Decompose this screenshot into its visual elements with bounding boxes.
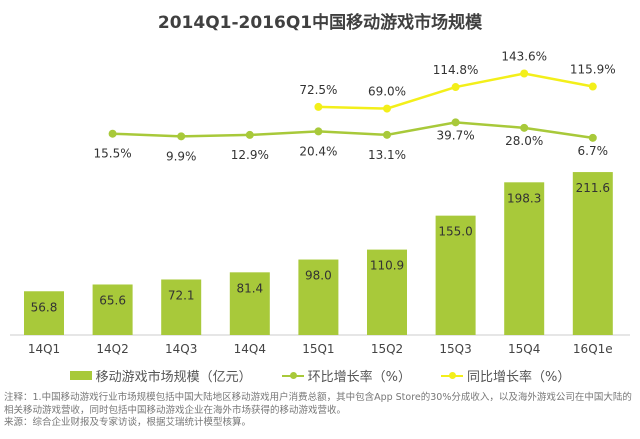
bar-value-label: 110.9 [370,259,404,273]
data-point [383,104,391,113]
bar [298,259,339,335]
bar [229,272,270,335]
data-label: 6.7% [578,144,609,158]
legend-label: 移动游戏市场规模（亿元） [95,370,252,385]
data-point [108,129,117,138]
data-point [314,127,323,136]
data-point [245,130,254,139]
data-point [451,118,460,127]
x-tick-label: 14Q2 [96,342,128,356]
legend-item-market-size: 移动游戏市场规模（亿元） [69,366,252,385]
bar [24,291,64,335]
chart-title: 2014Q1-2016Q1中国移动游戏市场规模 [157,13,483,33]
legend-swatch [281,371,304,379]
bar [504,182,545,335]
x-tick-label: 15Q4 [508,342,540,356]
legend-swatch [441,371,463,379]
bar [435,215,476,335]
footnotes: 注释：1.中国移动游戏行业市场规模包括中国大陆地区移动游戏用户消费总额，其中包含… [4,392,636,430]
qoq-line [112,121,593,140]
legend: 移动游戏市场规模（亿元） 环比增长率（%） 同比增长率（%） [0,366,640,385]
bar-value-label: 65.6 [99,293,126,307]
bar-value-label: 72.1 [168,288,195,302]
legend-label: 同比增长率（%） [467,370,571,385]
note: 注释：1.中国移动游戏行业市场规模包括中国大陆地区移动游戏用户消费总额，其中包含… [4,392,632,416]
bar-value-label: 155.0 [438,225,472,239]
legend-item-yoy: 同比增长率（%） [441,366,570,385]
x-tick-label: 16Q1e [573,342,613,356]
x-tick-label: 15Q1 [302,342,334,356]
data-label: 13.1% [368,148,406,162]
data-label: 143.6% [501,50,547,64]
x-tick-label: 14Q4 [234,342,266,356]
bar [572,172,613,335]
x-tick-label: 15Q3 [439,342,471,356]
data-label: 115.9% [570,63,616,77]
bar-value-label: 98.0 [305,269,332,283]
bar-value-label: 56.8 [31,300,58,314]
data-label: 15.5% [94,147,132,161]
data-point [520,69,529,78]
bar-value-label: 198.3 [507,191,541,205]
legend-swatch [69,371,92,380]
data-label: 114.8% [433,63,479,77]
data-point [177,132,186,141]
x-tick-label: 14Q1 [28,342,60,356]
data-label: 12.9% [231,148,269,162]
data-point [588,133,597,142]
data-label: 39.7% [437,128,475,142]
data-point [588,82,597,91]
data-label: 20.4% [299,144,337,158]
data-label: 9.9% [166,149,197,163]
x-tick-label: 14Q3 [165,342,197,356]
bar-value-label: 211.6 [576,181,610,195]
data-point [520,123,529,132]
data-point [383,130,391,139]
bar [367,249,407,335]
bar-value-label: 81.4 [236,281,263,295]
bar [92,284,133,335]
legend-label: 环比增长率（%） [307,370,411,385]
data-label: 72.5% [299,83,337,97]
data-point [451,83,460,92]
legend-item-qoq: 环比增长率（%） [281,366,411,385]
data-label: 28.0% [505,134,543,148]
source: 来源：综合企业财报及专家访谈，根据艾瑞统计模型核算。 [4,417,252,428]
data-label: 69.0% [368,85,406,99]
data-point [314,102,323,111]
x-tick-label: 15Q2 [371,342,403,356]
plot-area: 56.8 14Q1 65.6 14Q2 72.1 14Q3 81.4 14Q4 98.0 15Q1… [10,50,630,356]
bar [161,279,202,335]
